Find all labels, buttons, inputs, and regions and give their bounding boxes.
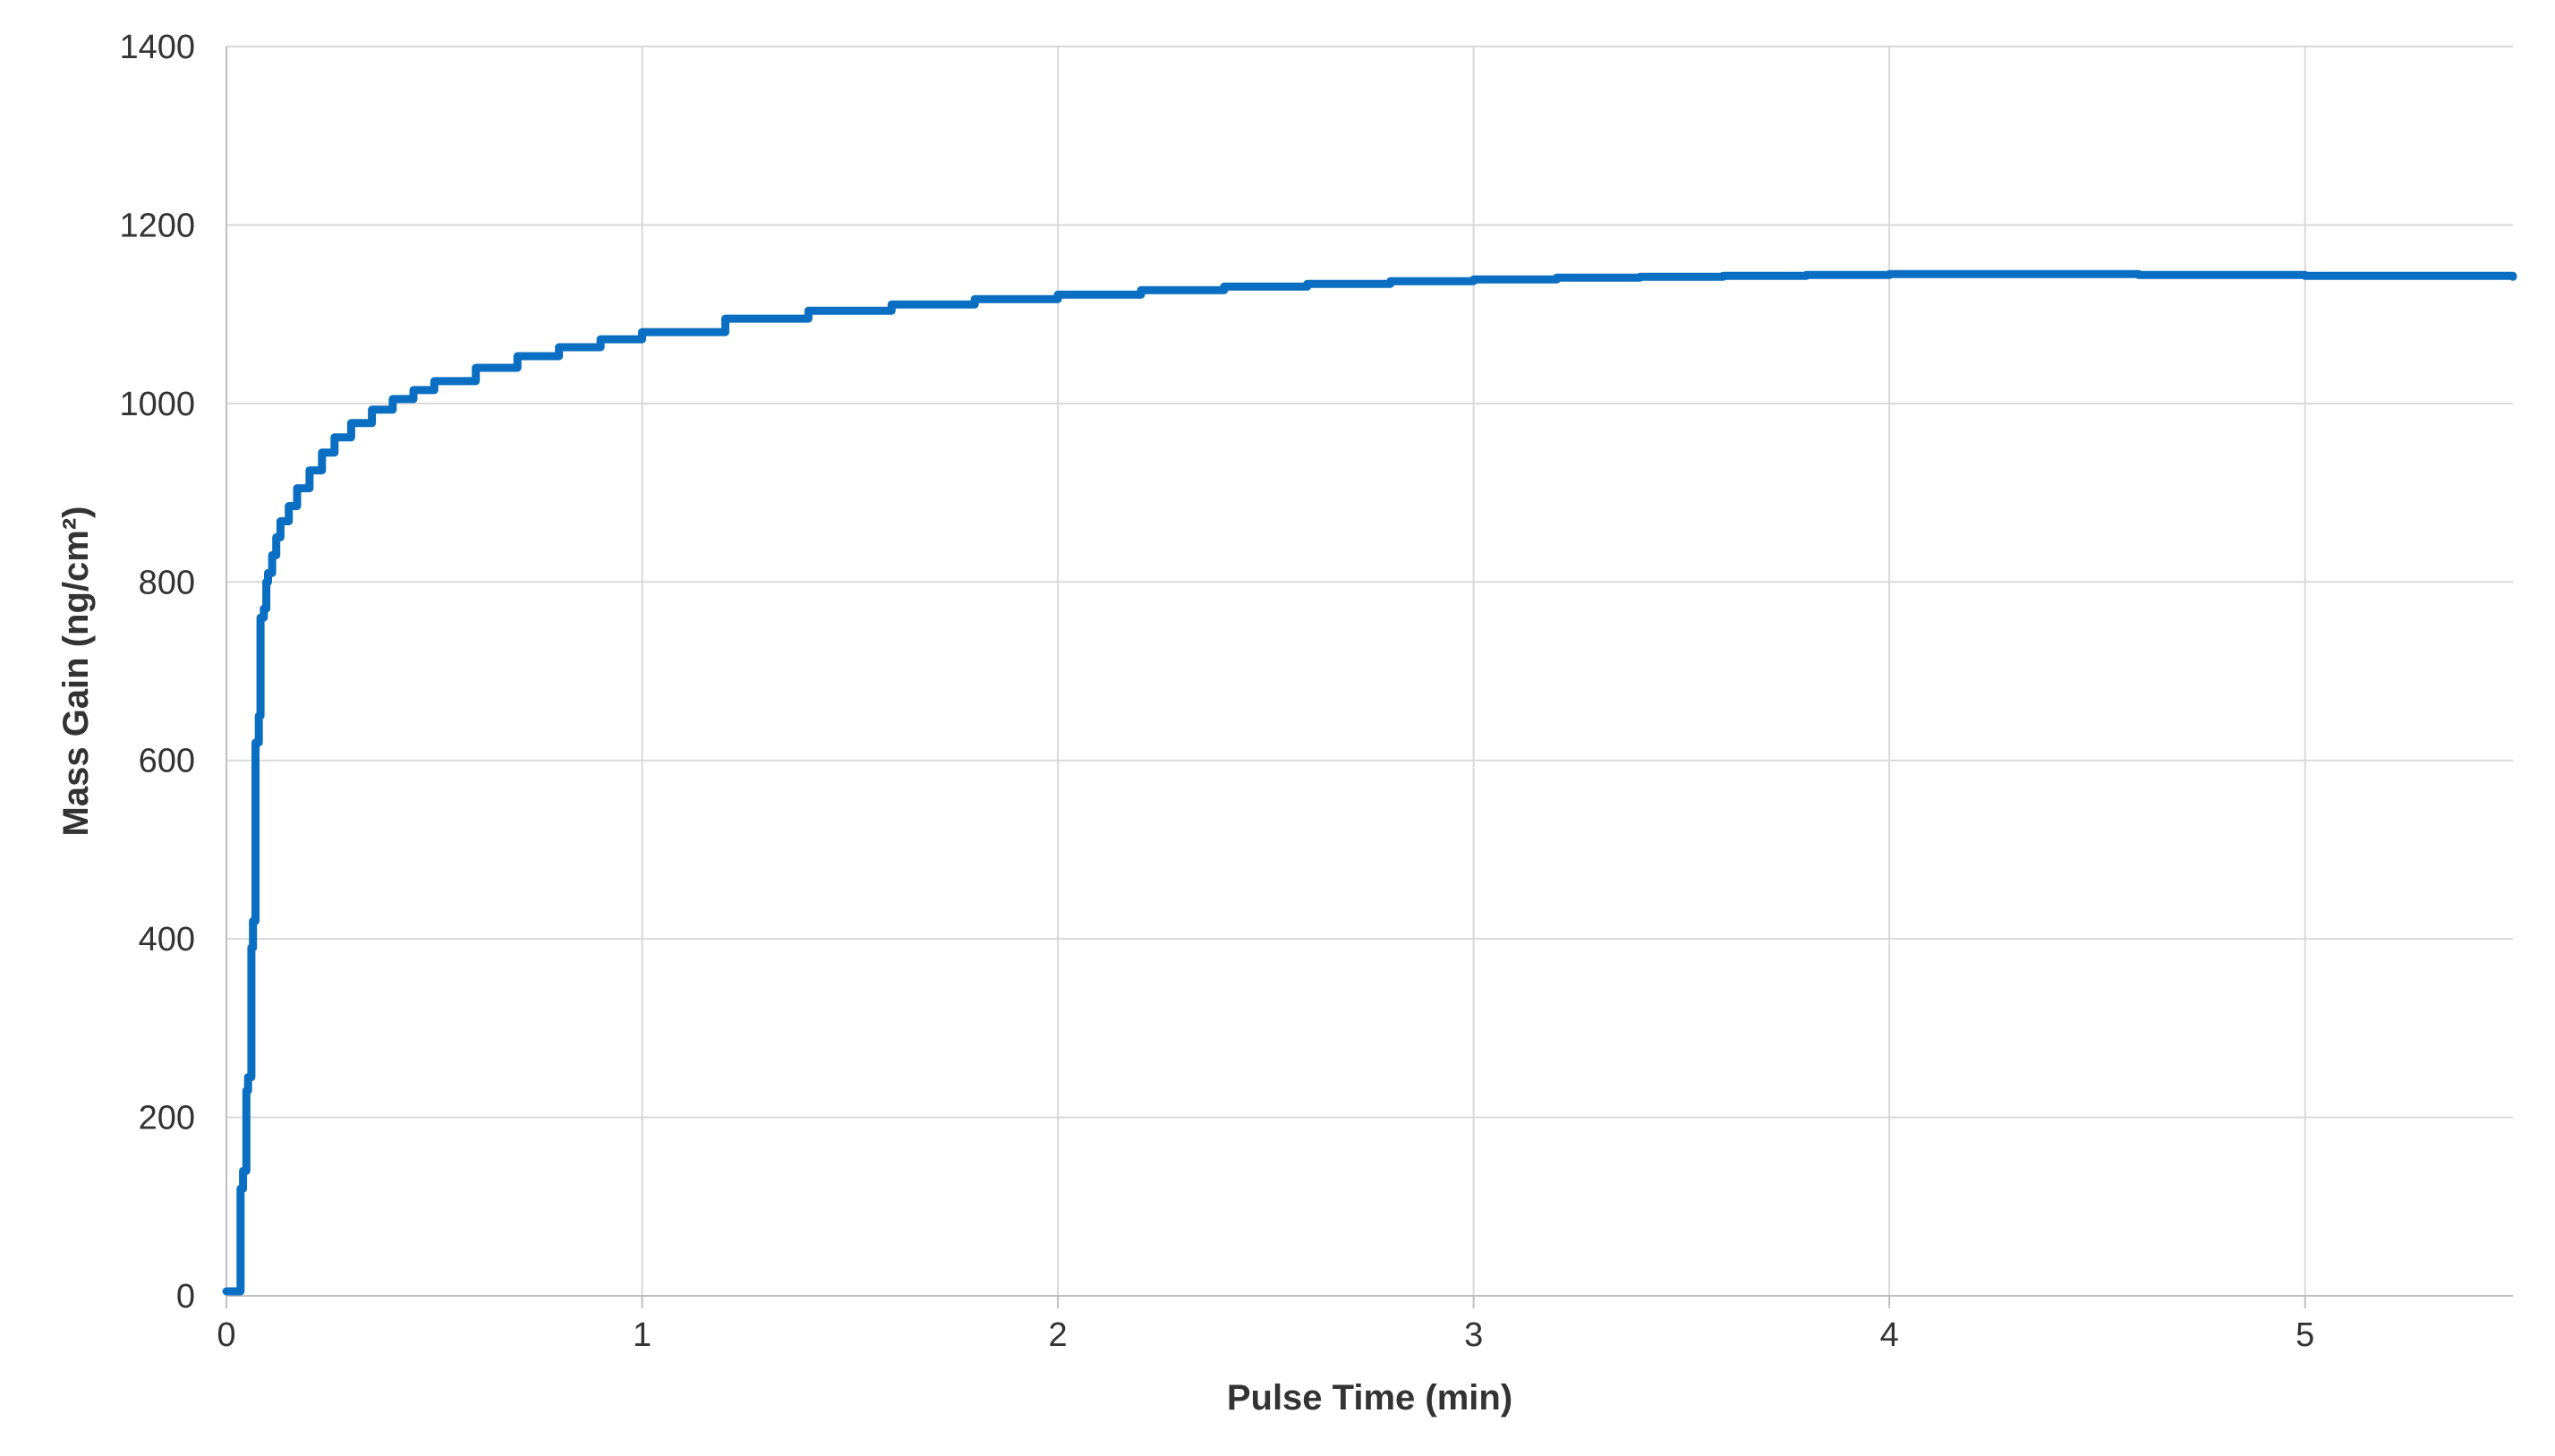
y-tick-label: 1200 xyxy=(119,207,195,244)
x-tick-label: 4 xyxy=(1880,1316,1899,1354)
series-line xyxy=(222,269,2517,1296)
x-tick-label: 0 xyxy=(217,1316,235,1354)
gridlines xyxy=(226,46,2513,1296)
y-tick-label: 1000 xyxy=(119,386,195,423)
y-tick-label: 800 xyxy=(139,564,195,601)
y-tick-label: 600 xyxy=(139,743,195,780)
series-lines xyxy=(222,269,2517,1296)
axes xyxy=(226,47,2513,1308)
y-tick-label: 1400 xyxy=(119,29,195,66)
y-tick-label: 400 xyxy=(139,921,195,958)
y-axis-title: Mass Gain (ng/cm²) xyxy=(56,507,96,837)
tick-labels: 0 200 400 600 800 1000 1200 1400 0 1 2 3 4 5 xyxy=(119,29,2314,1354)
x-tick-label: 3 xyxy=(1464,1316,1483,1354)
x-tick-label: 5 xyxy=(2295,1316,2314,1354)
y-tick-label: 0 xyxy=(176,1278,195,1316)
x-axis-title: Pulse Time (min) xyxy=(1227,1378,1512,1418)
x-tick-label: 1 xyxy=(633,1316,652,1354)
y-tick-label: 200 xyxy=(139,1100,195,1137)
x-tick-label: 2 xyxy=(1049,1316,1068,1354)
